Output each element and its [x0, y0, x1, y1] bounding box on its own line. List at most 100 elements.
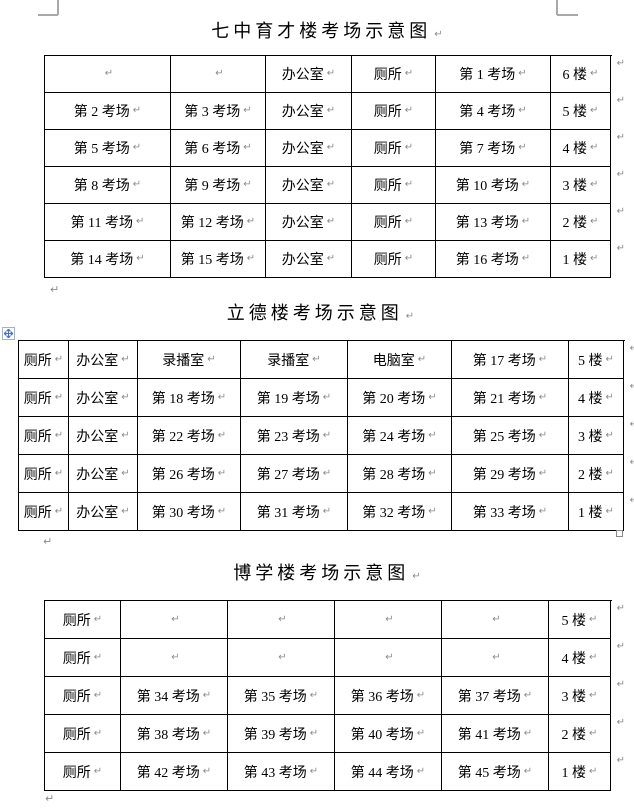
table-cell[interactable]: 办公室 ↵: [69, 341, 138, 379]
section-title-boxue[interactable]: 博学楼考场示意图 ↵: [44, 562, 610, 584]
table-cell-empty[interactable]: ↵: [228, 601, 335, 639]
section-title-yucai[interactable]: 七中育才楼考场示意图 ↵: [44, 20, 610, 42]
table-cell[interactable]: 厕所 ↵: [352, 204, 436, 241]
table-cell[interactable]: 办公室 ↵: [266, 241, 352, 278]
table-cell[interactable]: 第 21 考场 ↵: [452, 379, 569, 417]
table-cell[interactable]: 办公室 ↵: [266, 56, 352, 93]
table-cell[interactable]: 2 楼 ↵: [551, 204, 611, 241]
table-cell[interactable]: 录播室 ↵: [138, 341, 241, 379]
table-cell[interactable]: 第 28 考场 ↵: [348, 455, 452, 493]
table-resize-handle[interactable]: [616, 530, 623, 537]
table-cell[interactable]: 4 楼 ↵: [549, 639, 611, 677]
table-cell[interactable]: 第 29 考场 ↵: [452, 455, 569, 493]
table-cell[interactable]: 第 35 考场 ↵: [228, 677, 335, 715]
table-cell[interactable]: 第 13 考场 ↵: [436, 204, 551, 241]
table-cell[interactable]: 第 4 考场 ↵: [436, 93, 551, 130]
table-cell[interactable]: 第 30 考场 ↵: [138, 493, 241, 531]
table-cell[interactable]: 1 楼 ↵: [569, 493, 624, 531]
table-cell[interactable]: 第 18 考场 ↵: [138, 379, 241, 417]
section-title-lide[interactable]: 立德楼考场示意图 ↵: [18, 302, 623, 324]
table-cell[interactable]: 录播室 ↵: [241, 341, 348, 379]
table-cell-empty[interactable]: ↵: [171, 56, 266, 93]
table-cell[interactable]: 办公室 ↵: [266, 167, 352, 204]
table-cell-empty[interactable]: ↵: [442, 601, 549, 639]
table-cell[interactable]: 第 1 考场 ↵: [436, 56, 551, 93]
table-cell[interactable]: 1 楼 ↵: [551, 241, 611, 278]
table-cell[interactable]: 厕所 ↵: [352, 130, 436, 167]
table-cell[interactable]: 第 3 考场 ↵: [171, 93, 266, 130]
table-cell[interactable]: 6 楼 ↵: [551, 56, 611, 93]
table-cell[interactable]: 办公室 ↵: [69, 493, 138, 531]
table-cell-empty[interactable]: ↵: [442, 639, 549, 677]
table-cell[interactable]: 第 26 考场 ↵: [138, 455, 241, 493]
table-cell[interactable]: 第 39 考场 ↵: [228, 715, 335, 753]
table-cell[interactable]: 第 19 考场 ↵: [241, 379, 348, 417]
table-cell[interactable]: 厕所 ↵: [19, 341, 69, 379]
table-cell[interactable]: 第 10 考场 ↵: [436, 167, 551, 204]
table-cell[interactable]: 第 44 考场 ↵: [335, 753, 442, 791]
table-cell[interactable]: 第 31 考场 ↵: [241, 493, 348, 531]
table-cell[interactable]: 5 楼 ↵: [569, 341, 624, 379]
table-cell[interactable]: 第 37 考场 ↵: [442, 677, 549, 715]
table-cell[interactable]: 第 25 考场 ↵: [452, 417, 569, 455]
table-cell[interactable]: 第 38 考场 ↵: [121, 715, 228, 753]
table-cell[interactable]: 第 41 考场 ↵: [442, 715, 549, 753]
table-cell[interactable]: 厕所 ↵: [19, 493, 69, 531]
table-cell[interactable]: 厕所 ↵: [352, 93, 436, 130]
table-cell[interactable]: 第 17 考场 ↵: [452, 341, 569, 379]
table-cell[interactable]: 第 2 考场 ↵: [45, 93, 171, 130]
table-cell[interactable]: 第 43 考场 ↵: [228, 753, 335, 791]
table-cell[interactable]: 厕所 ↵: [352, 241, 436, 278]
table-cell[interactable]: 厕所 ↵: [352, 56, 436, 93]
table-cell[interactable]: 第 5 考场 ↵: [45, 130, 171, 167]
table-cell[interactable]: 第 34 考场 ↵: [121, 677, 228, 715]
table-cell[interactable]: 厕所 ↵: [45, 639, 121, 677]
table-cell[interactable]: 办公室 ↵: [266, 130, 352, 167]
table-cell[interactable]: 第 7 考场 ↵: [436, 130, 551, 167]
table-cell[interactable]: 办公室 ↵: [266, 93, 352, 130]
table-cell[interactable]: 办公室 ↵: [69, 417, 138, 455]
table-cell[interactable]: 3 楼 ↵: [569, 417, 624, 455]
table-cell[interactable]: 第 12 考场 ↵: [171, 204, 266, 241]
table-cell-empty[interactable]: ↵: [45, 56, 171, 93]
table-cell[interactable]: 第 45 考场 ↵: [442, 753, 549, 791]
table-cell-empty[interactable]: ↵: [335, 639, 442, 677]
table-cell[interactable]: 第 8 考场 ↵: [45, 167, 171, 204]
table-cell[interactable]: 办公室 ↵: [69, 379, 138, 417]
table-cell[interactable]: 第 20 考场 ↵: [348, 379, 452, 417]
table-cell[interactable]: 第 32 考场 ↵: [348, 493, 452, 531]
table-move-handle[interactable]: [2, 327, 15, 340]
table-cell[interactable]: 办公室 ↵: [69, 455, 138, 493]
table-cell[interactable]: 第 33 考场 ↵: [452, 493, 569, 531]
table-cell[interactable]: 办公室 ↵: [266, 204, 352, 241]
table-cell[interactable]: 第 27 考场 ↵: [241, 455, 348, 493]
table-cell[interactable]: 第 40 考场 ↵: [335, 715, 442, 753]
table-cell[interactable]: 第 23 考场 ↵: [241, 417, 348, 455]
table-cell[interactable]: 厕所 ↵: [352, 167, 436, 204]
table-cell[interactable]: 厕所 ↵: [19, 455, 69, 493]
table-cell[interactable]: 2 楼 ↵: [569, 455, 624, 493]
table-cell[interactable]: 5 楼 ↵: [551, 93, 611, 130]
table-cell[interactable]: 3 楼 ↵: [549, 677, 611, 715]
table-cell-empty[interactable]: ↵: [228, 639, 335, 677]
table-cell[interactable]: 第 14 考场 ↵: [45, 241, 171, 278]
table-cell[interactable]: 厕所 ↵: [45, 601, 121, 639]
table-cell[interactable]: 2 楼 ↵: [549, 715, 611, 753]
table-cell[interactable]: 第 15 考场 ↵: [171, 241, 266, 278]
table-cell[interactable]: 1 楼 ↵: [549, 753, 611, 791]
table-cell-empty[interactable]: ↵: [335, 601, 442, 639]
table-cell[interactable]: 第 24 考场 ↵: [348, 417, 452, 455]
table-cell-empty[interactable]: ↵: [121, 639, 228, 677]
table-cell[interactable]: 第 42 考场 ↵: [121, 753, 228, 791]
table-cell[interactable]: 厕所 ↵: [45, 677, 121, 715]
table-cell[interactable]: 3 楼 ↵: [551, 167, 611, 204]
table-cell[interactable]: 电脑室 ↵: [348, 341, 452, 379]
table-cell[interactable]: 厕所 ↵: [19, 417, 69, 455]
table-cell[interactable]: 厕所 ↵: [45, 753, 121, 791]
table-cell[interactable]: 第 11 考场 ↵: [45, 204, 171, 241]
table-cell[interactable]: 第 22 考场 ↵: [138, 417, 241, 455]
table-cell[interactable]: 4 楼 ↵: [551, 130, 611, 167]
table-cell-empty[interactable]: ↵: [121, 601, 228, 639]
table-cell[interactable]: 厕所 ↵: [45, 715, 121, 753]
table-cell[interactable]: 厕所 ↵: [19, 379, 69, 417]
